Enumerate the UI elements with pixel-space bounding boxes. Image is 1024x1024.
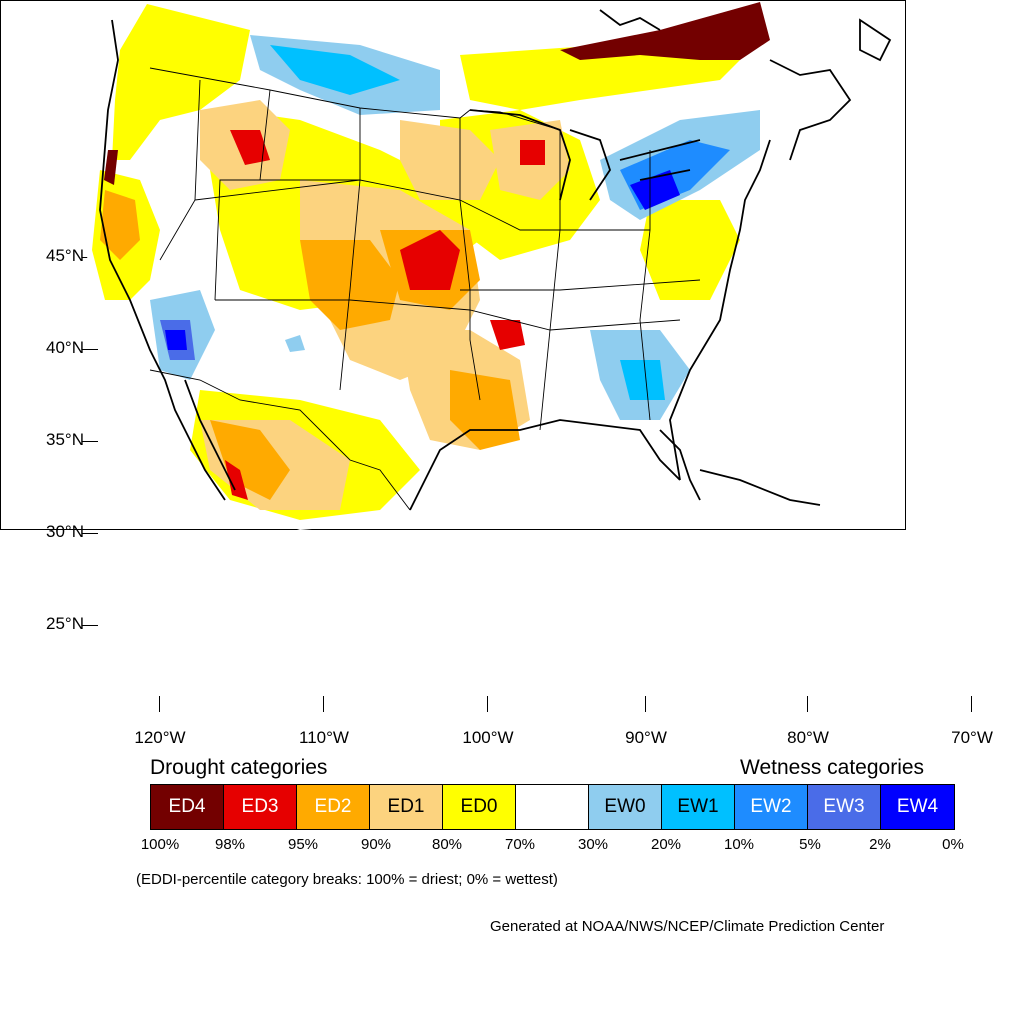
lon-label-70: 70°W: [951, 728, 993, 747]
lon-tick-100: [487, 696, 488, 712]
pacific-coastline: [99, 19, 226, 501]
legend-label-ed3: ED3: [241, 796, 279, 817]
pct-label-80: 80%: [431, 836, 463, 853]
pct-label-2: 2%: [869, 836, 891, 853]
ew4-ontario-core: [630, 170, 680, 210]
pct-label-5: 5%: [799, 836, 821, 853]
legend-cell-ed0: ED0: [443, 785, 516, 829]
coastlines: [99, 9, 892, 511]
lat-tick-30: [82, 533, 98, 534]
pct-label-100: 100%: [140, 836, 180, 853]
newfoundland-outline: [859, 18, 892, 62]
ew1-georgia: [620, 360, 665, 400]
map-frame: [0, 0, 906, 530]
legend-label-ed0: ED0: [460, 796, 498, 817]
lat-label-45: 45°N: [46, 246, 84, 265]
legend-label-ew3: EW3: [823, 796, 865, 817]
ed4-pacific-coast: [104, 150, 118, 185]
state-line-5: [194, 179, 650, 231]
political-boundaries: [149, 67, 701, 511]
legend-cell-ew0: EW0: [589, 785, 662, 829]
ed3-montana: [230, 130, 270, 165]
legend-colorbar: ED4 ED3 ED2 ED1 ED0 EW0 EW1 EW2 EW3 EW4: [150, 784, 955, 830]
lon-label-120: 120°W: [134, 728, 186, 747]
ew1-colorado: [285, 335, 305, 352]
legend-label-ed4: ED4: [168, 796, 206, 817]
drought-heading: Drought categories: [150, 756, 328, 779]
hudson-bay-outline: [599, 9, 661, 31]
legend-cell-ed3: ED3: [224, 785, 297, 829]
state-line-2: [214, 89, 271, 301]
atlantic-coastline: [669, 139, 771, 481]
ew4-arizona: [165, 330, 187, 350]
gulf-of-st-lawrence: [769, 59, 852, 161]
legend-cell-ed1: ED1: [370, 785, 443, 829]
legend-label-ew0: EW0: [604, 796, 646, 817]
lon-tick-70: [971, 696, 972, 712]
ed3-gulf-california: [225, 460, 248, 500]
ed2-california: [100, 190, 140, 260]
lat-label-30: 30°N: [46, 522, 84, 541]
wetness-heading: Wetness categories: [740, 756, 925, 779]
pct-label-30: 30%: [577, 836, 609, 853]
ed3-nebraska-core: [400, 230, 460, 290]
legend-label-ew1: EW1: [677, 796, 719, 817]
pct-label-0: 0%: [942, 836, 964, 853]
lon-tick-110: [323, 696, 324, 712]
cuba-outline: [699, 469, 821, 506]
legend-label-ew4: EW4: [896, 796, 939, 817]
legend-cell-normal: [516, 785, 589, 829]
legend-label-ed2: ED2: [314, 796, 352, 817]
florida-outline: [659, 429, 701, 501]
conus-region: [80, 2, 770, 530]
state-line-7: [539, 130, 561, 431]
legend-cell-ew3: EW3: [808, 785, 881, 829]
lat-label-35: 35°N: [46, 430, 84, 449]
pct-label-95: 95%: [287, 836, 319, 853]
legend-label-ew2: EW2: [750, 796, 792, 817]
state-line-3: [339, 108, 361, 391]
lon-tick-80: [807, 696, 808, 712]
pct-label-20: 20%: [650, 836, 682, 853]
lon-tick-90: [645, 696, 646, 712]
state-line-6: [215, 299, 681, 331]
lat-label-25: 25°N: [46, 614, 84, 633]
pct-label-10: 10%: [723, 836, 755, 853]
lat-tick-25: [82, 625, 98, 626]
ed3-michigan: [520, 140, 545, 165]
pct-label-90: 90%: [360, 836, 392, 853]
lon-label-100: 100°W: [462, 728, 514, 747]
lat-tick-40: [82, 349, 98, 350]
ew1-montana-core: [270, 45, 400, 95]
ed0-mid-atlantic: [640, 200, 740, 300]
legend-label-ed1: ED1: [387, 796, 425, 817]
pct-label-70: 70%: [504, 836, 536, 853]
credit-line: Generated at NOAA/NWS/NCEP/Climate Predi…: [490, 918, 885, 935]
lat-label-40: 40°N: [46, 338, 84, 357]
ed2-colorado-kansas: [300, 240, 400, 330]
ed1-northern-plains: [400, 120, 500, 200]
great-lakes-outline: [469, 109, 701, 201]
eddi-map: [80, 2, 892, 530]
breaks-note: (EDDI-percentile category breaks: 100% =…: [136, 871, 558, 888]
legend-cell-ew4: EW4: [881, 785, 954, 829]
ed4-quebec: [560, 2, 770, 60]
lon-label-80: 80°W: [787, 728, 829, 747]
legend-cell-ed4: ED4: [151, 785, 224, 829]
ed3-missouri: [490, 320, 525, 350]
lon-label-90: 90°W: [625, 728, 667, 747]
gulf-coastline: [409, 419, 681, 511]
pct-label-98: 98%: [214, 836, 246, 853]
legend-cell-ew1: EW1: [662, 785, 735, 829]
mexico-border: [149, 369, 411, 511]
state-line-10: [460, 279, 701, 291]
baja-coastline: [184, 379, 236, 491]
state-line-8: [639, 150, 651, 421]
lat-tick-35: [82, 441, 98, 442]
lon-label-110: 110°W: [299, 728, 349, 747]
ed0-northwest: [112, 4, 250, 160]
lon-tick-120: [159, 696, 160, 712]
legend-cell-ed2: ED2: [297, 785, 370, 829]
legend-cell-ew2: EW2: [735, 785, 808, 829]
